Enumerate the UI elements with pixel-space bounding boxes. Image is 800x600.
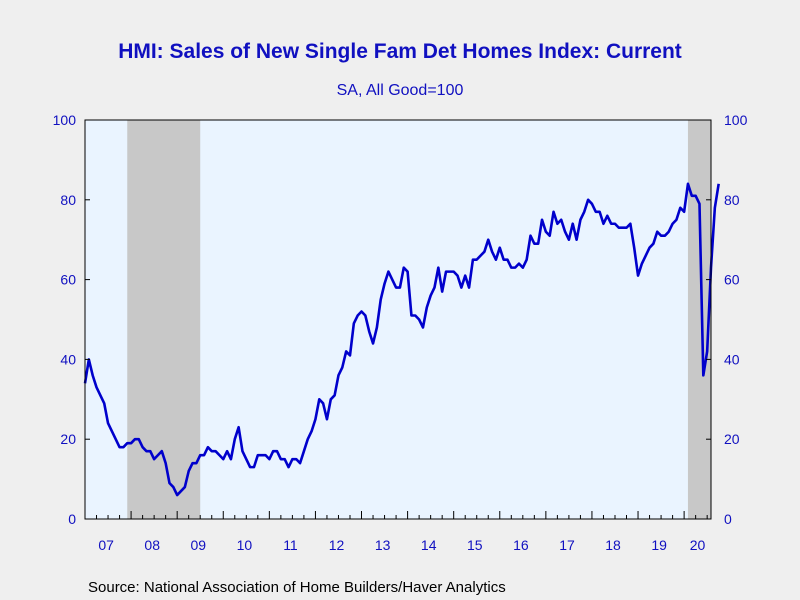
y-tick-label-left-60: 60 (60, 272, 76, 288)
source-note: Source: National Association of Home Bui… (88, 579, 506, 596)
x-tick-label-14: 14 (421, 537, 437, 553)
y-tick-label-right-0: 0 (724, 511, 732, 527)
chart-title: HMI: Sales of New Single Fam Det Homes I… (118, 40, 682, 63)
x-tick-label-17: 17 (559, 537, 575, 553)
x-tick-label-08: 08 (144, 537, 160, 553)
recession-band-1 (127, 120, 201, 519)
y-tick-label-right-60: 60 (724, 272, 740, 288)
series-line (83, 182, 720, 497)
y-tick-label-left-40: 40 (60, 351, 76, 367)
y-tick-label-left-100: 100 (53, 112, 77, 128)
x-tick-label-18: 18 (605, 537, 621, 553)
y-tick-label-right-100: 100 (724, 112, 748, 128)
x-tick-label-07: 07 (98, 537, 114, 553)
x-tick-label-20: 20 (690, 537, 706, 553)
x-tick-label-12: 12 (329, 537, 345, 553)
x-tick-label-09: 09 (191, 537, 207, 553)
y-tick-label-right-20: 20 (724, 431, 740, 447)
recession-band-2 (687, 120, 711, 519)
y-tick-label-left-80: 80 (60, 192, 76, 208)
plot-area: 0 0 20 20 40 40 60 60 80 80 100 100 07 08 09 10 11 12 13 14… (53, 112, 748, 553)
x-tick-label-10: 10 (237, 537, 253, 553)
y-tick-label-left-20: 20 (60, 431, 76, 447)
x-tick-label-19: 19 (651, 537, 667, 553)
y-tick-label-left-0: 0 (68, 511, 76, 527)
x-tick-label-16: 16 (513, 537, 529, 553)
x-tick-label-13: 13 (375, 537, 391, 553)
y-tick-label-right-80: 80 (724, 192, 740, 208)
x-tick-label-15: 15 (467, 537, 483, 553)
y-tick-label-right-40: 40 (724, 351, 740, 367)
x-tick-label-11: 11 (283, 537, 298, 553)
chart-subtitle: SA, All Good=100 (337, 82, 464, 99)
plot-frame (84, 119, 712, 520)
